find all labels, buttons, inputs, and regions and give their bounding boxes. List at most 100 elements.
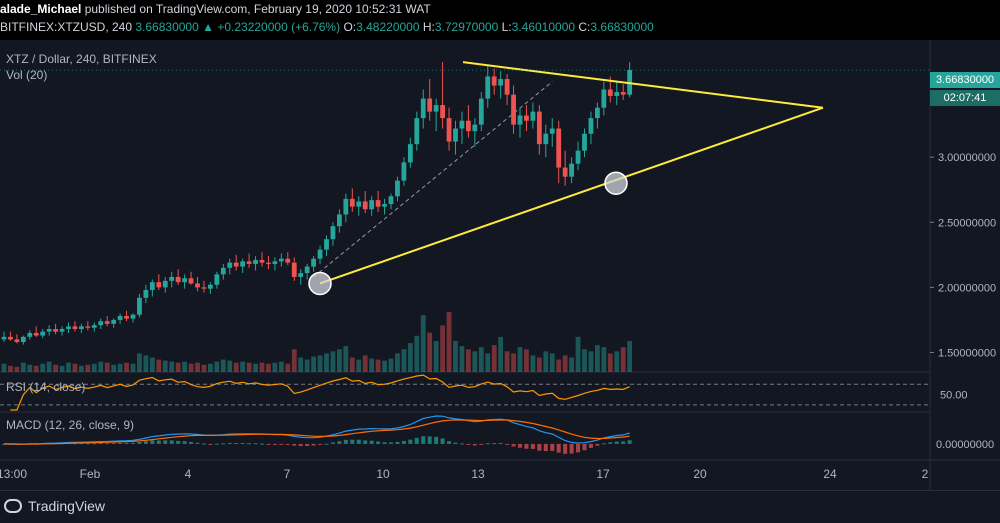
- volume-bar: [20, 362, 26, 372]
- volume-bar: [466, 349, 471, 372]
- macd-histogram-bar: [556, 443, 561, 453]
- volume-bar: [627, 340, 633, 372]
- candle-body: [72, 326, 78, 330]
- ohlc-line: BITFINEX:XTZUSD, 240 3.66830000 ▲ +0.232…: [0, 20, 654, 34]
- price-tick-label: 1.50000000: [938, 347, 996, 359]
- candle-body: [130, 314, 136, 319]
- macd-legend[interactable]: MACD (12, 26, close, 9): [6, 418, 135, 432]
- candle-body: [14, 339, 20, 343]
- candle-body: [311, 258, 316, 267]
- volume-legend[interactable]: Vol (20): [6, 68, 48, 82]
- volume-bar: [162, 360, 168, 372]
- volume-bar: [317, 355, 323, 372]
- macd-histogram-bar: [163, 440, 168, 444]
- macd-histogram-bar: [550, 443, 555, 451]
- support-touch-marker[interactable]: [308, 271, 332, 296]
- low-value: 3.46010000: [511, 20, 576, 34]
- volume-bar: [536, 357, 542, 372]
- dashed-trendline: [313, 81, 553, 278]
- candle-body: [472, 124, 478, 132]
- volume-bar: [549, 353, 555, 372]
- macd-histogram-bar: [292, 443, 297, 446]
- macd-histogram-bar: [427, 436, 432, 444]
- close-value: 3.66830000: [590, 20, 654, 34]
- volume-bar: [453, 340, 458, 372]
- candle-body: [298, 273, 304, 277]
- candle-body: [433, 105, 439, 112]
- volume-bar: [266, 363, 271, 372]
- candle-body: [278, 258, 284, 262]
- lower-trendline[interactable]: [319, 106, 824, 285]
- macd-histogram-bar: [253, 443, 258, 445]
- macd-histogram-bar: [189, 441, 194, 444]
- volume-bar: [595, 345, 600, 372]
- volume-bar: [395, 353, 400, 372]
- volume-bar: [201, 364, 207, 372]
- candle-body: [498, 79, 504, 86]
- candle-body: [369, 200, 375, 210]
- volume-bar: [27, 364, 33, 372]
- macd-histogram-bar: [182, 441, 187, 444]
- volume-bar: [478, 347, 484, 372]
- tradingview-logo-icon: [4, 499, 22, 513]
- macd-histogram-bar: [363, 440, 368, 444]
- macd-histogram-bar: [214, 443, 219, 445]
- volume-bar: [556, 359, 562, 372]
- volume-bar: [182, 361, 187, 372]
- volume-bar: [33, 365, 39, 372]
- macd-histogram-bar: [576, 443, 581, 453]
- candle-body: [253, 260, 258, 264]
- tradingview-logo[interactable]: TradingView: [4, 498, 105, 514]
- support-touch-marker[interactable]: [604, 171, 628, 195]
- upper-trendline[interactable]: [462, 61, 824, 109]
- macd-histogram-bar: [408, 439, 413, 444]
- candle-body: [8, 336, 13, 340]
- volume-bar: [72, 363, 78, 372]
- time-axis-label: 2: [922, 467, 929, 481]
- candle-body: [111, 319, 117, 324]
- candle-body: [124, 316, 129, 319]
- volume-bar: [298, 357, 304, 372]
- main-legend[interactable]: XTZ / Dollar, 240, BITFINEX: [6, 52, 157, 66]
- volume-bar: [446, 312, 452, 372]
- publish-line: alade_Michael published on TradingView.c…: [0, 2, 431, 16]
- volume-bar: [614, 351, 620, 372]
- candle-body: [543, 133, 549, 145]
- macd-histogram-bar: [389, 442, 393, 444]
- volume-bar: [620, 347, 626, 372]
- volume-bar: [272, 362, 278, 372]
- volume-bar: [485, 353, 491, 372]
- candle-body: [536, 111, 542, 145]
- candle-body: [524, 115, 529, 121]
- volume-bar: [46, 361, 52, 372]
- macd-histogram-bar: [588, 443, 593, 448]
- chart-background: [0, 40, 1000, 490]
- candle-body: [285, 258, 291, 263]
- volume-bar: [543, 351, 549, 372]
- candle-body: [388, 196, 394, 205]
- volume-bar: [304, 359, 310, 372]
- candle-body: [356, 201, 362, 207]
- volume-bar: [311, 356, 316, 372]
- macd-histogram-bar: [131, 442, 135, 444]
- candle-body: [79, 326, 84, 330]
- rsi-legend[interactable]: RSI (14, close): [6, 380, 86, 394]
- chart-canvas[interactable]: 3.00000000 2.50000000 2.00000000 1.50000000…: [0, 40, 1000, 490]
- volume-bar: [14, 366, 20, 372]
- macd-histogram-bar: [595, 443, 600, 446]
- macd-histogram-bar: [505, 443, 510, 445]
- candle-body: [620, 92, 626, 95]
- macd-histogram-bar: [111, 443, 116, 445]
- volume-bar: [504, 351, 510, 372]
- publisher-name[interactable]: alade_Michael: [0, 2, 82, 16]
- tradingview-logo-text: TradingView: [28, 498, 106, 514]
- volume-bar: [414, 335, 420, 372]
- time-axis-label: 20: [693, 467, 707, 481]
- volume-bar: [66, 362, 71, 372]
- macd-histogram-bar: [608, 442, 613, 444]
- volume-bar: [388, 358, 394, 372]
- candle-body: [588, 118, 594, 134]
- candle-body: [549, 128, 555, 134]
- volume-bar: [240, 361, 246, 372]
- candle-body: [175, 276, 181, 283]
